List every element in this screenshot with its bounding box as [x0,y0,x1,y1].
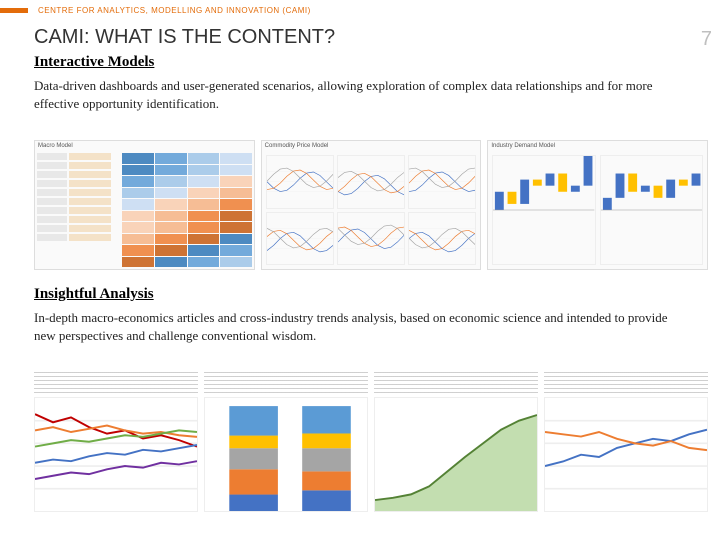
article-text-block [204,372,368,395]
dashboard-thumb-industry: Industry Demand Model [487,140,708,270]
thumb-title: Commodity Price Model [262,141,481,152]
section-interactive-models: Interactive Models Data-driven dashboard… [0,54,720,112]
page-number: 7 [701,28,712,51]
section-insightful-analysis: Insightful Analysis In-depth macro-econo… [0,286,720,344]
dashboard-thumb-macro: Macro Model [34,140,255,270]
article-text-block [374,372,538,395]
article-chart-stackedbar [204,397,368,512]
article-thumb [374,372,538,512]
thumb-title: Macro Model [35,141,254,152]
dashboard-thumb-commodity: Commodity Price Model [261,140,482,270]
dashboard-thumbnails-row: Macro Model Commodity Price Model Indust… [34,140,708,270]
accent-bar [0,8,28,13]
article-text-block [544,372,708,395]
article-thumbnails-row [34,372,708,512]
article-thumb [544,372,708,512]
eyebrow-text: CENTRE FOR ANALYTICS, MODELLING AND INNO… [38,6,311,15]
article-thumb [34,372,198,512]
section-heading: Interactive Models [34,54,720,71]
article-chart-multiline [34,397,198,512]
article-chart-area [374,397,538,512]
page-title: CAMI: WHAT IS THE CONTENT? [34,26,335,49]
macro-side-panel [37,153,111,267]
section-heading: Insightful Analysis [34,286,720,303]
article-chart-linepair [544,397,708,512]
section-body: Data-driven dashboards and user-generate… [34,77,680,112]
commodity-line-grid [266,155,477,265]
article-text-block [34,372,198,395]
section-body: In-depth macro-economics articles and cr… [34,309,680,344]
industry-waterfall-charts [492,155,703,265]
thumb-title: Industry Demand Model [488,141,707,152]
macro-tornado-chart [122,153,251,267]
article-thumb [204,372,368,512]
